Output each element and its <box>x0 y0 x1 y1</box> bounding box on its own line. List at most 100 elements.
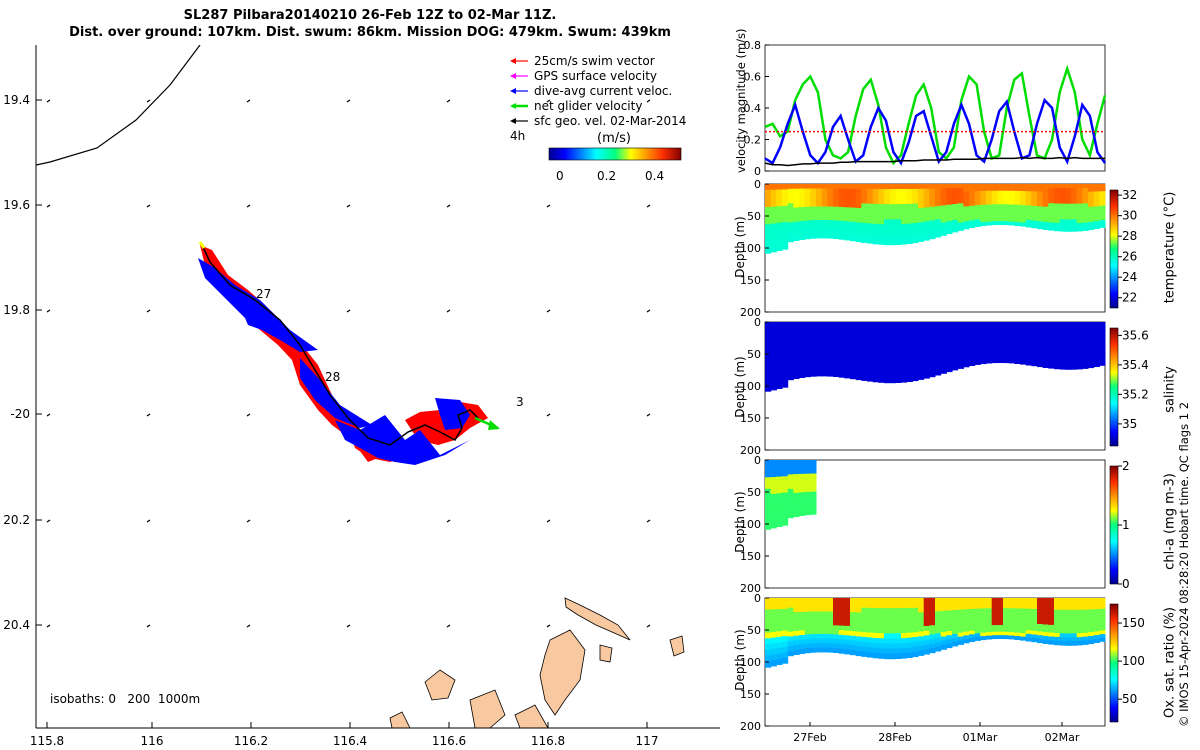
heatmap-cell <box>804 607 811 613</box>
heatmap-cell <box>986 635 993 640</box>
heatmap-cell <box>889 347 896 353</box>
heatmap-cell <box>765 184 772 191</box>
heatmap-cell <box>1031 329 1038 334</box>
heatmap-cell <box>1059 223 1066 228</box>
velocity-series-line <box>764 64 1107 166</box>
colorbar-tick-label: 1 <box>1122 518 1130 532</box>
heatmap-cell <box>1099 209 1106 214</box>
heatmap-cell <box>1088 620 1095 626</box>
heatmap-cell <box>793 502 800 508</box>
heatmap-cell <box>1088 329 1095 334</box>
heatmap-cell <box>963 601 970 606</box>
heatmap-cell <box>912 646 919 653</box>
heatmap-cell <box>793 492 800 499</box>
heatmap-cell <box>765 460 772 467</box>
heatmap-cell <box>1042 352 1049 357</box>
heatmap-cell <box>867 612 874 619</box>
heatmap-cell <box>855 341 862 347</box>
heatmap-cell <box>867 607 874 614</box>
heatmap-cell <box>799 506 806 512</box>
heatmap-cell <box>1025 619 1032 624</box>
heatmap-cell <box>901 357 908 363</box>
heatmap-cell <box>929 322 936 328</box>
heatmap-cell <box>861 193 868 200</box>
heatmap-cell <box>765 649 772 657</box>
heatmap-cell <box>816 611 823 617</box>
heatmap-cell <box>1071 357 1078 362</box>
heatmap-cell <box>884 628 891 634</box>
heatmap-cell <box>963 363 970 368</box>
heatmap-cell <box>1088 333 1095 338</box>
heatmap-cell <box>1008 204 1015 209</box>
heatmap-cell <box>1099 605 1106 610</box>
heatmap-cell <box>799 359 806 365</box>
heatmap-cell <box>929 234 936 240</box>
colorbar-tick-label: 30 <box>1122 209 1137 223</box>
heatmap-cell <box>1008 218 1015 222</box>
glider-track <box>201 244 479 446</box>
heatmap-cell <box>861 641 868 648</box>
heatmap-cell <box>889 322 896 328</box>
heatmap-cell <box>940 610 947 616</box>
heatmap-cell <box>986 201 993 205</box>
map-x-tick-label: 116.2 <box>234 734 268 748</box>
heatmap-cell <box>827 620 834 626</box>
depth-tick-label: 50 <box>747 348 761 361</box>
depth-tick-label: 150 <box>740 274 761 287</box>
heatmap-cell <box>861 336 868 342</box>
heatmap-cell <box>782 243 789 250</box>
heatmap-cell <box>765 224 772 231</box>
heatmap-cell <box>895 372 902 378</box>
field-arrow <box>546 99 551 103</box>
heatmap-cell <box>770 477 777 484</box>
heatmap-cell <box>816 634 823 639</box>
heatmap-cell <box>1014 184 1021 188</box>
heatmap-cell <box>935 330 942 336</box>
heatmap-cell <box>963 206 970 211</box>
heatmap-cell <box>1014 346 1021 351</box>
heatmap-cell <box>1076 345 1083 350</box>
heatmap-cell <box>1048 632 1055 637</box>
heatmap-cell <box>969 336 976 341</box>
heatmap-cell <box>980 601 987 606</box>
heatmap-cell <box>940 339 947 344</box>
heatmap-cell <box>980 222 987 227</box>
heatmap-cell <box>1014 629 1021 634</box>
heatmap-cell <box>861 326 868 333</box>
heatmap-cell <box>974 212 981 217</box>
heatmap-cell <box>935 223 942 229</box>
heatmap-cell <box>952 641 959 647</box>
heatmap-cell <box>1048 337 1055 342</box>
heatmap-cell <box>776 233 783 240</box>
heatmap-cell <box>810 224 817 230</box>
heatmap-cell <box>816 322 823 327</box>
heatmap-cell <box>952 322 959 327</box>
field-arrow <box>146 99 151 103</box>
heatmap-cell <box>765 247 772 254</box>
heatmap-cell <box>997 328 1004 333</box>
heatmap-cell <box>1025 329 1032 334</box>
heatmap-cell <box>821 335 828 341</box>
heatmap-cell <box>878 633 885 639</box>
heatmap-cell <box>833 188 840 194</box>
heatmap-cell <box>827 358 834 364</box>
heatmap-cell <box>827 188 834 194</box>
heatmap-cell <box>929 215 936 221</box>
heatmap-cell <box>827 340 834 345</box>
heatmap-cell <box>918 188 925 195</box>
colorbar-unit: (m/s) <box>597 131 631 146</box>
heatmap-cell <box>1020 208 1027 213</box>
heatmap-cell <box>991 328 998 333</box>
heatmap-cell <box>821 322 828 327</box>
heatmap-cell <box>1008 601 1015 606</box>
heatmap-cell <box>952 622 959 627</box>
heatmap-cell <box>844 235 851 241</box>
heatmap-cell <box>804 482 811 488</box>
heatmap-cell <box>986 621 993 626</box>
heatmap-cell <box>1088 203 1095 208</box>
heatmap-cell <box>952 219 959 225</box>
heatmap-cell <box>1008 221 1015 226</box>
heatmap-cell <box>884 618 891 624</box>
heatmap-cell <box>974 629 981 634</box>
heatmap-cell <box>855 626 862 633</box>
